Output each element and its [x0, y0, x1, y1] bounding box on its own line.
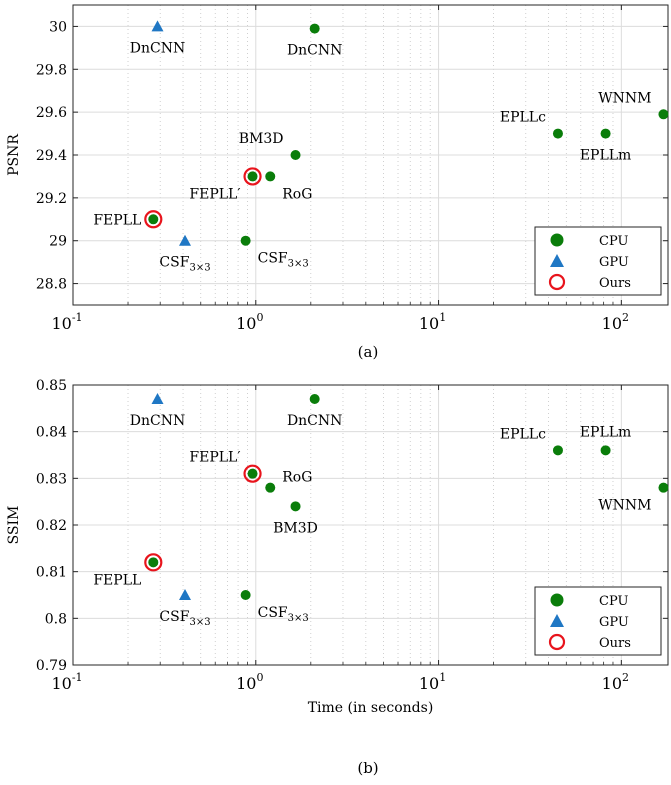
legend-ours-marker [548, 273, 566, 291]
y-tick-label: 0.85 [36, 378, 67, 394]
legend-gpu-marker [550, 254, 564, 267]
x-tick-label: 101 [419, 311, 446, 333]
data-point-ours-ring [144, 553, 163, 572]
data-point-cpu [148, 214, 159, 225]
data-point-cpu [600, 445, 611, 456]
data-point-cpu [309, 23, 320, 34]
x-tick-label: 100 [236, 311, 263, 333]
data-point-cpu [240, 590, 251, 600]
legend-gpu-marker [550, 614, 564, 627]
data-label: BM3D [239, 131, 284, 147]
data-point-cpu [658, 109, 669, 120]
y-axis-label: PSNR [6, 134, 22, 176]
data-point-gpu [151, 20, 164, 32]
data-point-cpu [240, 235, 251, 246]
data-point-cpu [148, 557, 159, 568]
data-label: DnCNN [130, 413, 185, 429]
data-point-cpu [265, 171, 276, 182]
data-point-ours-ring [243, 464, 262, 483]
x-tick-label: 102 [602, 671, 629, 693]
data-point-cpu [552, 445, 563, 456]
legend: CPU GPU Ours [534, 586, 662, 656]
data-point-ours-ring [243, 167, 262, 186]
data-point-gpu [179, 589, 192, 600]
legend-label: CPU [599, 234, 628, 249]
data-label: DnCNN [287, 43, 342, 59]
data-point-cpu [247, 171, 258, 182]
data-label: CSF3×3 [159, 255, 210, 274]
data-point-cpu [290, 501, 301, 512]
legend-ours-marker [548, 633, 566, 651]
y-tick-label: 29.2 [36, 191, 67, 207]
data-label: WNNM [598, 498, 651, 514]
legend-cpu-marker [550, 233, 564, 247]
legend-label: Ours [599, 276, 631, 291]
y-tick-label: 0.8 [45, 611, 67, 627]
legend: CPU GPU Ours [534, 226, 662, 296]
y-tick-label: 0.81 [36, 565, 67, 581]
legend-label: GPU [599, 615, 629, 630]
data-label: CSF3×3 [159, 609, 210, 628]
panel-caption: (a) [358, 343, 379, 361]
data-point-cpu [600, 128, 611, 139]
data-point-gpu [151, 393, 164, 404]
y-tick-label: 28.8 [36, 277, 67, 293]
legend-cpu-marker [550, 593, 564, 607]
x-tick-label: 10-1 [51, 311, 82, 333]
y-tick-label: 0.84 [36, 425, 67, 441]
data-point-cpu [658, 482, 669, 493]
y-axis-label: SSIM [6, 506, 22, 545]
data-point-gpu [179, 234, 192, 246]
data-label: EPLLm [580, 148, 632, 164]
data-label: WNNM [598, 90, 651, 106]
y-tick-label: 0.79 [36, 658, 67, 674]
data-label: CSF3×3 [258, 251, 309, 270]
x-axis-label: Time (in seconds) [308, 700, 434, 716]
chart-panel-a: 10-1 100 101 102 28.8 29 29.2 29.4 29.6 29.8 30 PSN… [6, 4, 669, 361]
data-label: CSF3×3 [258, 605, 309, 624]
data-points: DnCNN DnCNN FEPLL′ RoG BM3D FEPLL CSF3×3 CSF3×3… [93, 393, 669, 628]
data-point-cpu [290, 150, 301, 160]
grid [73, 385, 668, 665]
x-tick-label: 100 [236, 671, 263, 693]
data-point-cpu [265, 482, 276, 493]
data-point-cpu [309, 394, 320, 404]
y-tick-label: 30 [49, 19, 67, 35]
data-point-cpu [552, 128, 563, 139]
data-label: EPLLc [500, 110, 546, 126]
data-label: FEPLL′ [189, 186, 240, 202]
data-label: FEPLL [93, 212, 141, 228]
x-tick-label: 102 [602, 311, 629, 333]
y-tick-label: 29.8 [36, 62, 67, 78]
legend-label: GPU [599, 255, 629, 270]
legend-label: Ours [599, 636, 631, 651]
data-label: DnCNN [287, 413, 342, 429]
x-tick-label: 10-1 [51, 671, 82, 693]
y-tick-label: 0.83 [36, 471, 67, 487]
data-label: EPLLc [500, 426, 546, 442]
data-point-cpu [247, 468, 258, 479]
legend-label: CPU [599, 594, 628, 609]
y-tick-label: 29.4 [36, 148, 67, 164]
chart-panel-b: 10-1 100 101 102 0.79 0.8 0.81 0.82 0.83 0.84 0.85… [6, 378, 669, 777]
data-point-ours-ring [144, 210, 163, 229]
data-label: BM3D [273, 520, 318, 536]
data-label: RoG [282, 470, 312, 486]
y-tick-label: 29.6 [36, 105, 67, 121]
data-label: EPLLm [580, 424, 632, 440]
x-tick-label: 101 [419, 671, 446, 693]
y-tick-label: 29 [49, 234, 67, 250]
data-label: DnCNN [130, 40, 185, 56]
grid [73, 5, 668, 305]
data-label: RoG [282, 186, 312, 202]
panel-caption: (b) [357, 759, 378, 777]
data-label: FEPLL [93, 572, 141, 588]
data-label: FEPLL′ [189, 450, 240, 466]
y-tick-label: 0.82 [36, 518, 67, 534]
data-points: DnCNN DnCNN BM3D RoG FEPLL′ FEPLL CSF3×3 CSF3×3… [93, 20, 669, 274]
